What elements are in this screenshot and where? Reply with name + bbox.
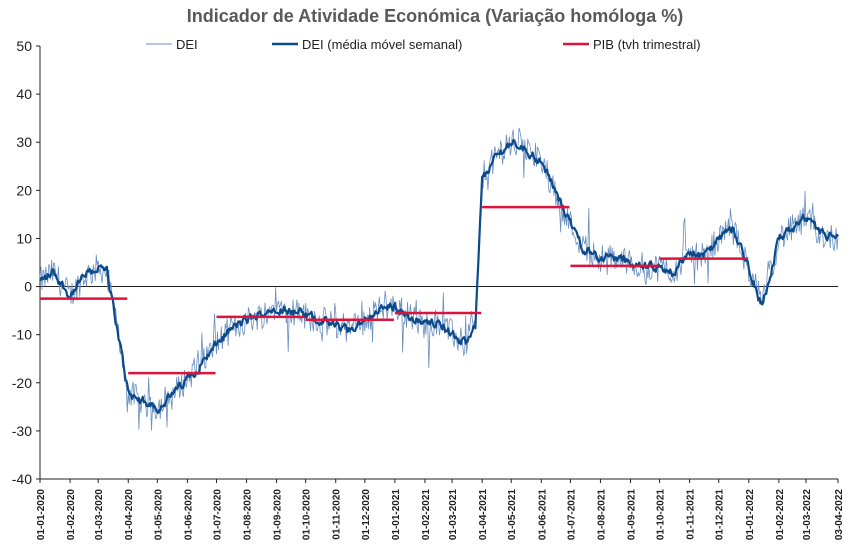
y-tick-label: 10 [16, 230, 32, 246]
axes: 50 40 30 20 10 0 -10 -20 -30 -40 01-01-2020 01-02-2… [12, 38, 845, 540]
x-tick-label: 01-03-2021 [448, 489, 459, 541]
legend-item-dei-weekly: DEI (média móvel semanal) [272, 37, 462, 52]
x-tick-label: 01-07-2021 [566, 489, 577, 541]
x-tick-label: 03-04-2022 [834, 489, 845, 541]
x-tick-label: 01-03-2020 [94, 489, 105, 541]
legend-label: DEI [176, 37, 198, 52]
x-tick-label: 01-09-2020 [273, 489, 284, 541]
x-tick-label: 01-01-2022 [745, 489, 756, 541]
y-tick-label: -40 [12, 471, 32, 487]
x-tick-label: 01-04-2020 [124, 489, 135, 541]
x-tick-label: 01-09-2021 [627, 489, 638, 541]
x-tick-label: 01-06-2020 [183, 489, 194, 541]
y-tick-label: 40 [16, 86, 32, 102]
y-tick-label: -20 [12, 375, 32, 391]
y-tick-label: -30 [12, 423, 32, 439]
series-line-dei-weekly-average [39, 139, 839, 414]
x-tick-label: 01-08-2021 [596, 489, 607, 541]
y-tick-label: 30 [16, 134, 32, 150]
legend-item-pib: PIB (tvh trimestral) [563, 37, 701, 52]
chart-title: Indicador de Atividade Económica (Variaç… [186, 6, 684, 26]
y-tick-label: 0 [24, 279, 32, 295]
x-tick-label: 01-02-2021 [421, 489, 432, 541]
x-tick-label: 01-01-2021 [391, 489, 402, 541]
x-tick-label: 01-02-2020 [66, 489, 77, 541]
x-tick-label: 01-11-2020 [332, 489, 343, 540]
x-tick-label: 01-06-2021 [537, 489, 548, 541]
x-tick-label: 01-04-2021 [478, 489, 489, 541]
x-tick-label: 01-10-2021 [656, 489, 667, 541]
x-tick-label: 01-01-2020 [36, 489, 47, 541]
x-tick-label: 01-02-2022 [775, 489, 786, 541]
x-tick-label: 01-05-2020 [153, 489, 164, 541]
legend-label: DEI (média móvel semanal) [302, 37, 462, 52]
plot-area [39, 127, 839, 431]
x-tick-label: 01-08-2020 [243, 489, 254, 541]
legend: DEI DEI (média móvel semanal) PIB (tvh tri… [146, 37, 701, 52]
x-tick-label: 01-05-2021 [507, 489, 518, 541]
legend-label: PIB (tvh trimestral) [593, 37, 701, 52]
y-tick-label: 50 [16, 38, 32, 54]
legend-item-dei: DEI [146, 37, 198, 52]
series-line-dei-daily [39, 127, 839, 431]
x-tick-label: 01-07-2020 [212, 489, 223, 541]
x-tick-label: 01-10-2020 [302, 489, 313, 541]
x-tick-label: 01-11-2021 [686, 489, 697, 540]
x-tick-label: 01-12-2020 [361, 489, 372, 541]
x-tick-label: 01-12-2021 [715, 489, 726, 541]
y-tick-label: -10 [12, 327, 32, 343]
x-tick-label: 01-03-2022 [802, 489, 813, 541]
y-tick-label: 20 [16, 182, 32, 198]
